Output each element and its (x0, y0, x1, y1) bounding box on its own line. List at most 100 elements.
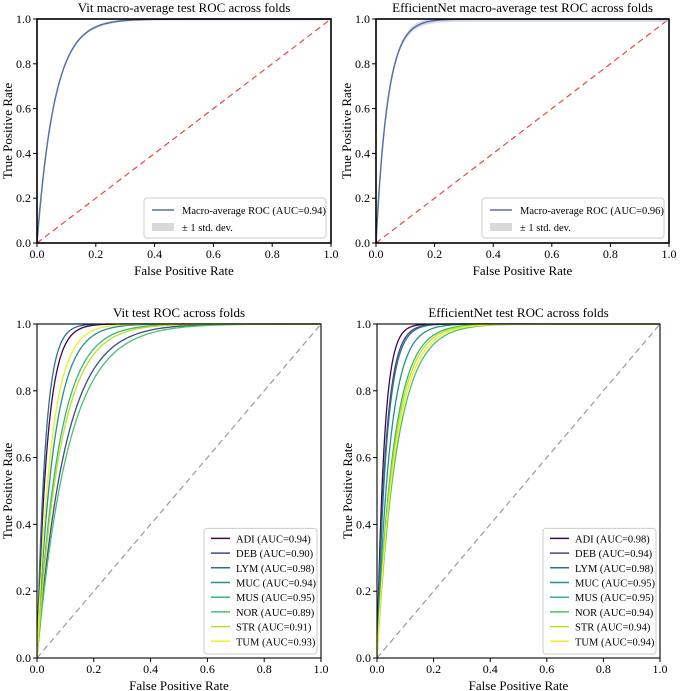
y-tick-label: 0.0 (355, 236, 370, 250)
x-tick-label: 0.0 (370, 662, 385, 676)
legend: Macro-average ROC (AUC=0.94) ± 1 std. dev… (143, 197, 327, 239)
x-tick-label: 0.2 (86, 662, 101, 676)
y-tick-label: 1.0 (16, 317, 31, 331)
legend-box (542, 527, 657, 655)
legend-entry: ± 1 std. dev. (520, 223, 571, 234)
y-tick-label: 1.0 (356, 317, 371, 331)
chance-line (36, 323, 322, 659)
chart-title: EfficientNet macro-average test ROC acro… (392, 0, 653, 15)
legend-entry-adi: ADI (AUC=0.94) (236, 534, 311, 545)
legend: ADI (AUC=0.94) DEB (AUC=0.90) LYM (AUC=0.9… (203, 527, 318, 655)
x-tick-label: 0.6 (206, 247, 221, 261)
legend-entry: Macro-average ROC (AUC=0.94) (182, 206, 326, 217)
y-axis-label: True Positive Rate (340, 443, 355, 540)
y-tick-label: 0.8 (16, 57, 31, 71)
legend-entry-tum: TUM (AUC=0.93) (236, 637, 316, 648)
legend-entry: Macro-average ROC (AUC=0.96) (520, 206, 664, 217)
legend: Macro-average ROC (AUC=0.96) ± 1 std. dev… (481, 197, 665, 239)
legend-entry-lym: LYM (AUC=0.98) (575, 564, 654, 575)
chart-title: Vit macro-average test ROC across folds (78, 0, 291, 15)
legend-entry-str: STR (AUC=0.94) (575, 623, 651, 634)
x-tick-label: 0.4 (147, 247, 162, 261)
legend-entry-tum: TUM (AUC=0.94) (575, 637, 655, 648)
y-tick-label: 0.4 (356, 517, 371, 531)
chart-title: EfficientNet test ROC across folds (428, 305, 608, 320)
legend-band-swatch (152, 223, 174, 231)
legend-entry-deb: DEB (AUC=0.94) (575, 549, 653, 560)
axes-frame (36, 323, 322, 659)
x-axis-label: False Positive Rate (129, 678, 229, 691)
chance-line (375, 18, 670, 244)
y-tick-label: 0.8 (16, 384, 31, 398)
y-tick-label: 0.6 (16, 102, 31, 116)
x-tick-label: 1.0 (314, 662, 329, 676)
y-tick-label: 1.0 (355, 12, 370, 26)
x-axis-label: False Positive Rate (469, 678, 569, 691)
x-tick-label: 0.8 (596, 662, 611, 676)
legend-entry-mus: MUS (AUC=0.95) (575, 593, 654, 604)
chance-line (36, 18, 332, 244)
x-tick-label: 0.0 (369, 247, 384, 261)
chart-panel-1: Vit macro-average test ROC across folds 0… (0, 0, 339, 278)
chance-line (376, 323, 661, 659)
x-axis-label: False Positive Rate (473, 263, 573, 278)
y-tick-label: 0.0 (356, 651, 371, 665)
y-tick-label: 1.0 (16, 12, 31, 26)
x-tick-label: 0.0 (30, 247, 45, 261)
y-tick-label: 0.0 (16, 236, 31, 250)
x-tick-label: 0.2 (426, 662, 441, 676)
legend: ADI (AUC=0.98) DEB (AUC=0.94) LYM (AUC=0.9… (542, 527, 657, 655)
y-tick-label: 0.2 (356, 584, 371, 598)
x-tick-label: 0.6 (539, 662, 554, 676)
x-tick-label: 0.4 (143, 662, 158, 676)
x-tick-label: 0.0 (30, 662, 45, 676)
y-tick-label: 0.2 (355, 191, 370, 205)
y-tick-label: 0.8 (355, 57, 370, 71)
y-axis-label: True Positive Rate (339, 83, 354, 180)
chart-panel-4: EfficientNet test ROC across folds 0.0 0.2… (340, 305, 668, 691)
legend-entry-deb: DEB (AUC=0.90) (236, 549, 314, 560)
y-tick-label: 0.0 (16, 651, 31, 665)
legend-entry-muc: MUC (AUC=0.95) (575, 579, 656, 590)
legend-entry-nor: NOR (AUC=0.89) (236, 608, 315, 619)
legend-band-swatch (490, 223, 512, 231)
legend-entry-nor: NOR (AUC=0.94) (575, 608, 654, 619)
chart-title: Vit test ROC across folds (113, 305, 245, 320)
x-tick-label: 1.0 (324, 247, 339, 261)
axes-frame (375, 18, 670, 244)
x-tick-label: 0.2 (427, 247, 442, 261)
legend-entry-adi: ADI (AUC=0.98) (575, 534, 650, 545)
legend-box (143, 197, 327, 239)
y-tick-label: 0.6 (355, 102, 370, 116)
x-tick-label: 0.4 (486, 247, 501, 261)
legend-entry-lym: LYM (AUC=0.98) (236, 564, 315, 575)
y-tick-label: 0.6 (356, 451, 371, 465)
chart-panel-3: Vit test ROC across folds 0.0 0.2 0.4 0.6 0.8… (0, 305, 329, 691)
legend-entry-str: STR (AUC=0.91) (236, 623, 312, 634)
legend-box (481, 197, 665, 239)
y-axis-label: True Positive Rate (0, 443, 15, 540)
axes-frame (376, 323, 661, 659)
x-tick-label: 0.8 (603, 247, 618, 261)
x-tick-label: 0.4 (483, 662, 498, 676)
x-tick-label: 0.6 (200, 662, 215, 676)
x-axis-label: False Positive Rate (134, 263, 234, 278)
legend-entry-muc: MUC (AUC=0.94) (236, 579, 317, 590)
y-tick-label: 0.6 (16, 451, 31, 465)
legend-entry-mus: MUS (AUC=0.95) (236, 593, 315, 604)
y-tick-label: 0.2 (16, 191, 31, 205)
y-tick-label: 0.4 (16, 146, 31, 160)
y-tick-label: 0.8 (356, 384, 371, 398)
legend-box (203, 527, 318, 655)
x-tick-label: 0.8 (265, 247, 280, 261)
y-tick-label: 0.2 (16, 584, 31, 598)
x-tick-label: 0.8 (257, 662, 272, 676)
y-axis-label: True Positive Rate (0, 83, 15, 180)
x-tick-label: 1.0 (662, 247, 677, 261)
axes-frame (36, 18, 332, 244)
y-tick-label: 0.4 (16, 517, 31, 531)
legend-entry: ± 1 std. dev. (182, 223, 233, 234)
chart-panel-2: EfficientNet macro-average test ROC acro… (339, 0, 677, 278)
x-tick-label: 1.0 (653, 662, 668, 676)
